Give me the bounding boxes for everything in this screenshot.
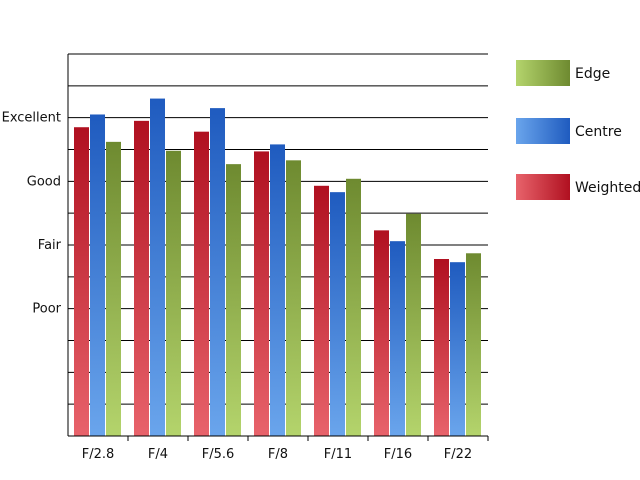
bar-weighted-f-16 xyxy=(374,230,389,436)
y-tick-label: Good xyxy=(27,174,61,189)
legend-label-centre: Centre xyxy=(575,124,622,140)
y-tick-label: Poor xyxy=(32,302,61,317)
x-tick-label: F/11 xyxy=(324,447,352,462)
bar-edge-f-2-8 xyxy=(106,141,121,437)
x-tick-label: F/8 xyxy=(268,447,288,462)
x-tick-label: F/16 xyxy=(384,447,412,462)
bar-centre-f-4 xyxy=(150,98,165,437)
legend-swatch-centre xyxy=(516,118,570,144)
legend: Edge Centre Weighted xyxy=(516,60,640,200)
bar-weighted-f-4 xyxy=(134,120,149,436)
x-tick-label: F/4 xyxy=(148,447,168,462)
bar-weighted-f-11 xyxy=(314,185,329,436)
bar-centre-f-16 xyxy=(390,241,405,436)
bar-edge-f-16 xyxy=(406,213,421,436)
legend-label-edge: Edge xyxy=(575,66,610,82)
x-tick-label: F/2.8 xyxy=(82,447,115,462)
bar-weighted-f-22 xyxy=(434,259,449,436)
bar-weighted-f-2-8 xyxy=(74,127,89,436)
axes xyxy=(67,54,489,441)
legend-swatch-edge xyxy=(516,60,570,86)
bar-centre-f-8 xyxy=(270,144,285,436)
legend-label-weighted: Weighted xyxy=(575,180,640,196)
bar-centre-f-11 xyxy=(330,192,345,436)
bar-edge-f-11 xyxy=(346,178,361,436)
x-tick-label: F/22 xyxy=(444,447,472,462)
bar-edge-f-5-6 xyxy=(226,164,241,437)
bar-edge-f-4 xyxy=(166,150,181,437)
bar-centre-f-5-6 xyxy=(210,108,225,436)
x-tick-labels: F/2.8 F/4 F/5.6 F/8 F/11 F/16 F/22 xyxy=(82,447,472,462)
bar-centre-f-2-8 xyxy=(90,114,105,436)
bar-centre-f-22 xyxy=(450,262,465,436)
y-tick-label: Fair xyxy=(38,238,62,253)
bars xyxy=(74,98,481,437)
bar-weighted-f-5-6 xyxy=(194,131,209,436)
bar-edge-f-8 xyxy=(286,160,301,436)
bar-weighted-f-8 xyxy=(254,151,269,436)
x-tick-label: F/5.6 xyxy=(202,447,235,462)
y-tick-label: Excellent xyxy=(2,111,61,126)
bar-edge-f-22 xyxy=(466,253,481,436)
y-tick-labels: Poor Fair Good Excellent xyxy=(2,111,62,317)
legend-swatch-weighted xyxy=(516,174,570,200)
